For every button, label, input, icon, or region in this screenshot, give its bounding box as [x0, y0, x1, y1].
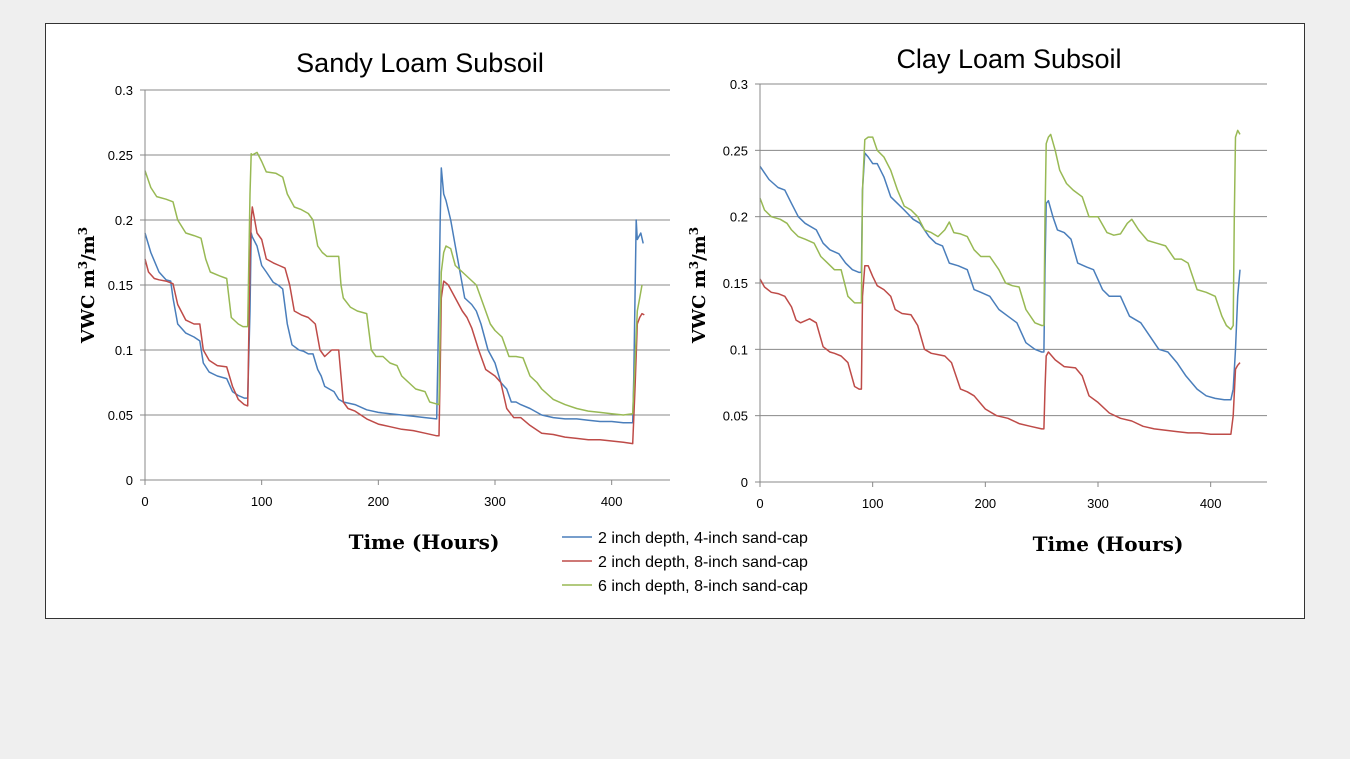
series-line-3 [144, 151, 643, 416]
x-tick-label: 200 [367, 494, 389, 509]
x-tick-label: 0 [756, 496, 763, 511]
series-line-2 [759, 265, 1241, 435]
y-tick-label: 0.1 [115, 343, 133, 358]
x-tick-label: 300 [1087, 496, 1109, 511]
chart-title: Sandy Loam Subsoil [296, 48, 544, 78]
x-axis-label: Time (Hours) [349, 530, 500, 554]
y-tick-label: 0.05 [108, 408, 133, 423]
y-tick-label: 0.15 [723, 276, 748, 291]
series-line-3 [759, 129, 1241, 331]
y-tick-label: 0.25 [723, 143, 748, 158]
y-tick-label: 0.3 [730, 77, 748, 92]
x-axis-label: Time (Hours) [1033, 532, 1184, 556]
x-tick-label: 400 [1200, 496, 1222, 511]
x-tick-label: 400 [601, 494, 623, 509]
y-tick-label: 0.05 [723, 409, 748, 424]
chart-title: Clay Loam Subsoil [896, 44, 1121, 74]
x-tick-label: 300 [484, 494, 506, 509]
legend-label: 2 inch depth, 4-inch sand-cap [598, 530, 808, 547]
series-line-1 [759, 152, 1241, 401]
y-axis-label: VWC m3/m3 [687, 227, 710, 344]
x-tick-label: 100 [862, 496, 884, 511]
y-tick-label: 0.15 [108, 278, 133, 293]
y-tick-label: 0 [126, 473, 133, 488]
x-tick-label: 100 [251, 494, 273, 509]
y-tick-label: 0 [741, 475, 748, 490]
y-tick-label: 0.25 [108, 148, 133, 163]
y-tick-label: 0.2 [730, 210, 748, 225]
y-tick-label: 0.1 [730, 342, 748, 357]
legend-label: 6 inch depth, 8-inch sand-cap [598, 578, 808, 595]
legend: 2 inch depth, 4-inch sand-cap 2 inch dep… [562, 530, 808, 595]
chart-clay-loam: Clay Loam Subsoil 0 0.05 0.1 0.15 0.2 0.25 0.3… [687, 44, 1267, 556]
y-tick-label: 0.2 [115, 213, 133, 228]
x-tick-label: 200 [974, 496, 996, 511]
y-axis-label: VWC m3/m3 [76, 227, 99, 344]
series-line-2 [144, 206, 645, 445]
legend-label: 2 inch depth, 8-inch sand-cap [598, 554, 808, 571]
chart-sandy-loam: Sandy Loam Subsoil 0 0.05 0.1 0.15 0.2 0.25 0.… [76, 48, 670, 554]
series-line-1 [144, 167, 644, 424]
figure-panel [45, 23, 1305, 619]
y-tick-label: 0.3 [115, 83, 133, 98]
x-tick-label: 0 [141, 494, 148, 509]
